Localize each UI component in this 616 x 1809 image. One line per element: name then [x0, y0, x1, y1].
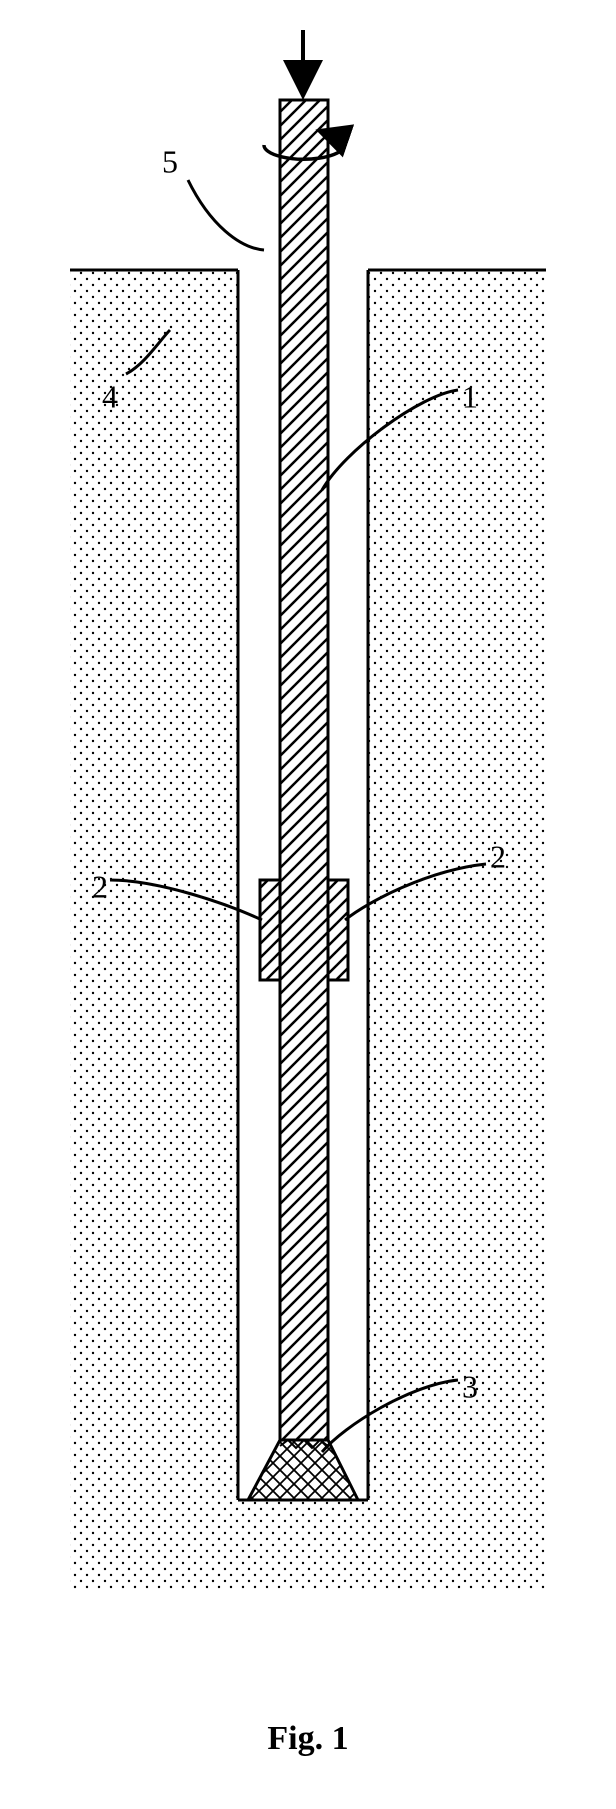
stabilizer-right — [328, 880, 348, 980]
wellbore-diagram: 5 4 1 2 2 3 — [0, 0, 616, 1660]
stabilizer-left — [260, 880, 280, 980]
callout-label: 4 — [102, 378, 118, 414]
drill-string — [280, 100, 328, 1440]
callout-label: 2 — [92, 868, 108, 904]
drill-bit — [248, 1440, 358, 1500]
callout-label: 1 — [462, 378, 478, 414]
callout-label: 5 — [162, 143, 178, 179]
callout-label: 3 — [462, 1368, 478, 1404]
leader-line — [188, 180, 264, 250]
callout-label: 2 — [490, 838, 506, 874]
figure-caption: Fig. 1 — [0, 1720, 616, 1758]
